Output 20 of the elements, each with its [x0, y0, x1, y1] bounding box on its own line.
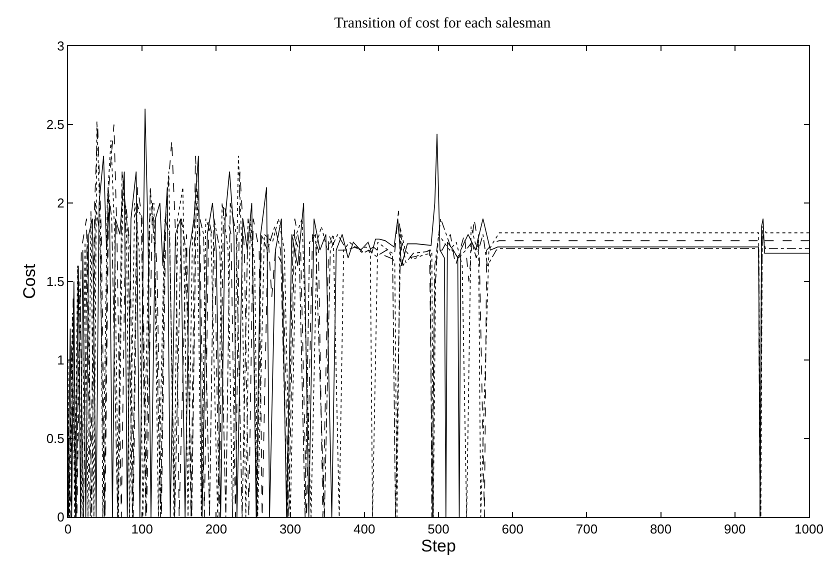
y-tick-label: 1	[57, 352, 64, 368]
x-tick-label: 1000	[794, 522, 824, 537]
x-tick-label: 800	[650, 522, 672, 537]
y-tick-label: 1.5	[46, 274, 64, 290]
y-tick-label: 0	[57, 510, 64, 525]
y-axis-title: Cost	[20, 264, 39, 299]
x-tick-label: 900	[724, 522, 746, 537]
x-tick-label: 600	[502, 522, 524, 537]
x-tick-label: 100	[131, 522, 153, 537]
x-tick-label: 700	[576, 522, 598, 537]
y-tick-label: 2	[57, 196, 64, 211]
x-tick-label: 500	[428, 522, 450, 537]
y-tick-label: 3	[57, 38, 64, 54]
y-tick-label: 0.5	[46, 431, 64, 446]
chart-title: Transition of cost for each salesman	[334, 15, 552, 32]
x-tick-label: 400	[354, 522, 376, 537]
x-axis-title: Step	[421, 536, 456, 556]
x-tick-label: 200	[205, 522, 228, 537]
x-tick-label: 300	[279, 522, 302, 537]
y-tick-label: 2.5	[46, 117, 64, 132]
